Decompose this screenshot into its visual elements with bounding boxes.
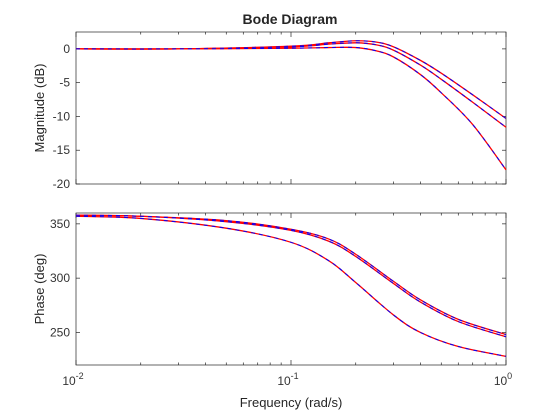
y-tick-label: 0 bbox=[63, 42, 70, 56]
x-tick-label: 100 bbox=[494, 371, 512, 388]
y-tick-label: 300 bbox=[50, 271, 70, 285]
x-tick-label: 10-2 bbox=[62, 371, 83, 388]
phase-panel: 250 300 350 10-2 10-1 100 Phase (deg) bbox=[32, 212, 512, 388]
magnitude-plot-area bbox=[75, 31, 507, 185]
response-curve-blue-3 bbox=[75, 215, 507, 357]
magnitude-curves bbox=[75, 40, 507, 171]
y-tick-label: 250 bbox=[50, 325, 70, 339]
phase-curves bbox=[75, 214, 507, 357]
y-tick-label: -5 bbox=[59, 76, 70, 90]
magnitude-ylabel: Magnitude (dB) bbox=[32, 64, 47, 153]
magnitude-x-tickmarks bbox=[75, 32, 507, 184]
magnitude-panel: 0 -5 -10 -15 -20 Magnitude (dB) bbox=[32, 31, 507, 191]
magnitude-y-axis: 0 -5 -10 -15 -20 bbox=[53, 42, 506, 191]
x-tick-label: 10-1 bbox=[277, 371, 298, 388]
phase-plot-area bbox=[75, 212, 507, 366]
x-axis-label: Frequency (rad/s) bbox=[240, 395, 343, 410]
phase-ylabel: Phase (deg) bbox=[32, 254, 47, 325]
response-curve-red-2 bbox=[75, 214, 507, 338]
response-curve-blue-1 bbox=[75, 40, 507, 119]
y-tick-label: -10 bbox=[53, 109, 71, 123]
y-tick-label: -15 bbox=[53, 143, 71, 157]
response-curve-blue-3 bbox=[75, 46, 507, 171]
phase-y-axis: 250 300 350 bbox=[50, 217, 506, 339]
phase-x-axis: 10-2 10-1 100 bbox=[62, 213, 512, 388]
y-tick-label: 350 bbox=[50, 217, 70, 231]
y-tick-label: -20 bbox=[53, 177, 71, 191]
chart-title: Bode Diagram bbox=[243, 11, 338, 27]
